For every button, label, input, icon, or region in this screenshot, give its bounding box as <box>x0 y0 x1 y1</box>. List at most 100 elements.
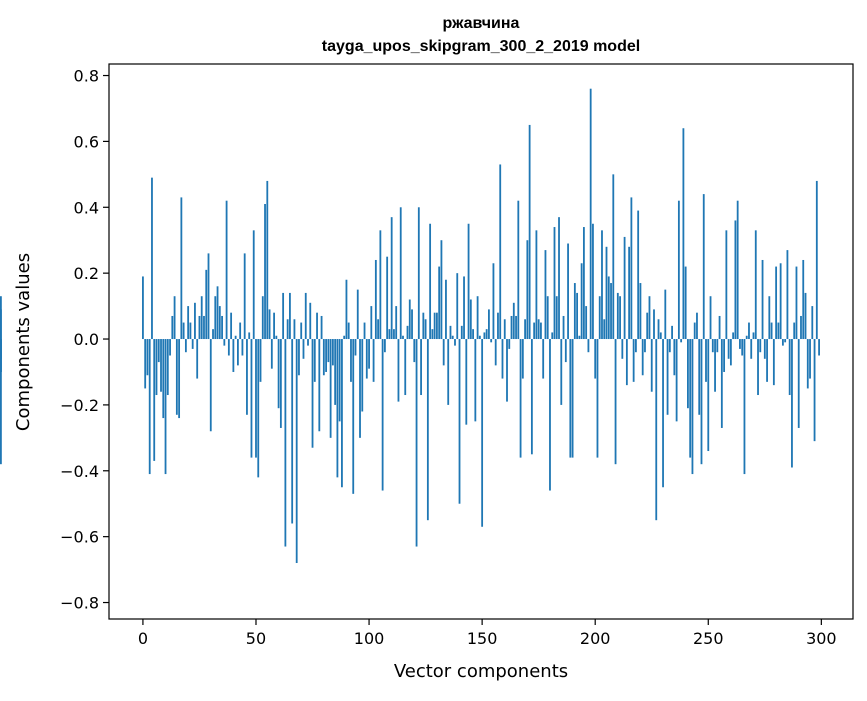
bar-77 <box>316 312 318 340</box>
bar-144 <box>467 223 470 340</box>
bar-109 <box>388 329 391 340</box>
bar-97 <box>361 339 364 412</box>
bar-53 <box>261 296 264 340</box>
bar-216 <box>630 197 633 340</box>
bar-80 <box>322 339 325 376</box>
bar-70 <box>300 322 303 340</box>
bar-5 <box>153 339 156 461</box>
bar-117 <box>406 325 409 340</box>
bar-122 <box>417 207 420 340</box>
bar-129 <box>433 312 436 340</box>
bar-263 <box>736 200 739 340</box>
bar-213 <box>623 236 626 340</box>
bar-252 <box>711 339 714 353</box>
x-tick-label: 150 <box>467 629 498 648</box>
bar-187 <box>564 339 567 363</box>
bar-21 <box>189 322 192 340</box>
bar-165 <box>515 315 517 340</box>
bar-46 <box>246 339 248 415</box>
bar-131 <box>438 266 441 340</box>
bar-65 <box>289 292 291 340</box>
bar-296 <box>811 306 814 340</box>
bar-158 <box>499 164 502 340</box>
bar-79 <box>320 315 323 340</box>
bar-185 <box>560 339 563 405</box>
bar-33 <box>216 286 219 340</box>
bar-16 <box>178 339 181 419</box>
bar-217 <box>632 339 635 382</box>
bar-259 <box>727 339 730 359</box>
bar-49 <box>252 230 255 340</box>
bar-238 <box>680 339 683 343</box>
bar-272 <box>757 339 759 396</box>
bar-116 <box>404 339 407 396</box>
bar-170 <box>526 240 529 340</box>
bar-193 <box>578 335 581 340</box>
x-axis-label: Vector components <box>394 661 568 682</box>
bar-214 <box>625 339 628 386</box>
bar-168 <box>521 339 524 379</box>
bar-85 <box>334 339 337 405</box>
bar-138 <box>454 339 456 346</box>
bar-26 <box>200 296 203 340</box>
bar-100 <box>368 339 370 369</box>
bar-125 <box>424 319 427 340</box>
bar-98 <box>363 322 366 340</box>
bar-101 <box>370 306 373 340</box>
bar-37 <box>225 200 228 340</box>
bar-215 <box>628 246 631 340</box>
bar-112 <box>395 306 398 340</box>
bar-293 <box>804 292 807 340</box>
bar-218 <box>635 339 637 353</box>
bar-126 <box>426 339 429 521</box>
bar-181 <box>551 332 554 340</box>
bar-178 <box>544 250 547 340</box>
bar-134 <box>445 279 447 340</box>
bar-222 <box>644 339 646 353</box>
bar-56 <box>268 309 271 340</box>
bar-208 <box>612 174 615 340</box>
bar-106 <box>381 339 384 491</box>
bar-43 <box>239 322 242 340</box>
bar-206 <box>607 276 610 340</box>
bar-145 <box>469 299 472 340</box>
y-tick-label: −0.8 <box>60 594 99 613</box>
bar-104 <box>377 319 380 340</box>
bar-63 <box>284 339 287 547</box>
bar-161 <box>506 339 508 402</box>
bar-275 <box>763 339 766 359</box>
bar-242 <box>689 339 692 458</box>
bar-189 <box>569 339 572 458</box>
bar-283 <box>781 339 784 346</box>
bar-38 <box>227 339 230 356</box>
bar-73 <box>307 339 309 346</box>
bar-280 <box>775 266 778 340</box>
bar-23 <box>194 302 196 340</box>
bar-118 <box>408 299 411 340</box>
bar-250 <box>707 339 710 452</box>
bar-94 <box>354 339 357 356</box>
bar-295 <box>809 339 811 379</box>
bar-204 <box>603 319 606 340</box>
bar-251 <box>709 296 712 340</box>
bar-265 <box>741 339 744 356</box>
bar-183 <box>555 296 558 340</box>
bar-110 <box>390 217 393 340</box>
bar-42 <box>237 339 239 366</box>
bar-162 <box>508 339 511 349</box>
bar-14 <box>173 296 176 340</box>
y-tick-label: −0.2 <box>60 396 99 415</box>
bar-89 <box>343 335 346 340</box>
bar-247 <box>700 339 703 465</box>
bar-39 <box>230 312 233 340</box>
bar-83 <box>329 339 332 438</box>
bar-59 <box>275 335 278 340</box>
bar-88 <box>341 339 343 488</box>
bar-103 <box>374 259 377 340</box>
bar-255 <box>718 315 721 340</box>
bar-244 <box>693 322 696 340</box>
bar-284 <box>784 339 787 343</box>
bar-121 <box>415 339 418 547</box>
bar-142 <box>463 276 465 340</box>
bar-232 <box>666 339 669 415</box>
